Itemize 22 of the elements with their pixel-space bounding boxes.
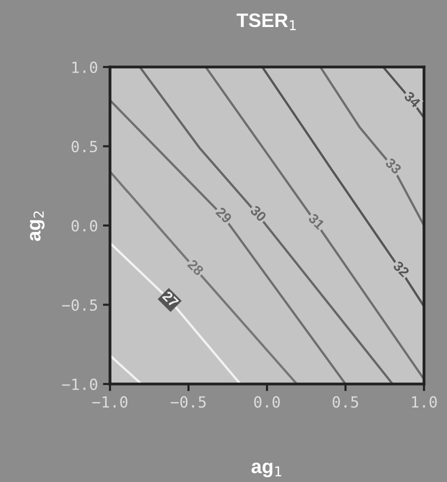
y-tick-label: 0.0 — [72, 220, 98, 232]
line-series — [204, 67, 424, 380]
x-tick-label: 0.5 — [332, 396, 358, 408]
y-tick-label: 0.5 — [72, 140, 97, 152]
y-tick-label: −0.5 — [62, 299, 97, 311]
series-label: 34 — [404, 90, 422, 108]
y-tick-label: −1.0 — [62, 378, 98, 390]
series-label: 29 — [215, 206, 232, 224]
x-tick-label: −1.0 — [92, 396, 128, 408]
x-tick-label: 0.0 — [254, 396, 280, 408]
x-tick-label: −0.5 — [170, 396, 206, 408]
series-label: 30 — [250, 204, 267, 222]
x-axis-title: ag$_{1}$ — [252, 462, 282, 478]
series-label: 32 — [392, 260, 410, 278]
y-axis-title: ag$_{2}$ — [30, 211, 45, 241]
series-label: 33 — [384, 157, 402, 175]
series-label: 27 — [162, 290, 180, 308]
y-tick-label: 1.0 — [72, 62, 98, 74]
series-label: 28 — [187, 258, 204, 276]
chart-title: TSER$_{1}$ — [236, 13, 296, 30]
series-label: 31 — [308, 212, 326, 230]
x-tick-label: 1.0 — [412, 396, 437, 408]
